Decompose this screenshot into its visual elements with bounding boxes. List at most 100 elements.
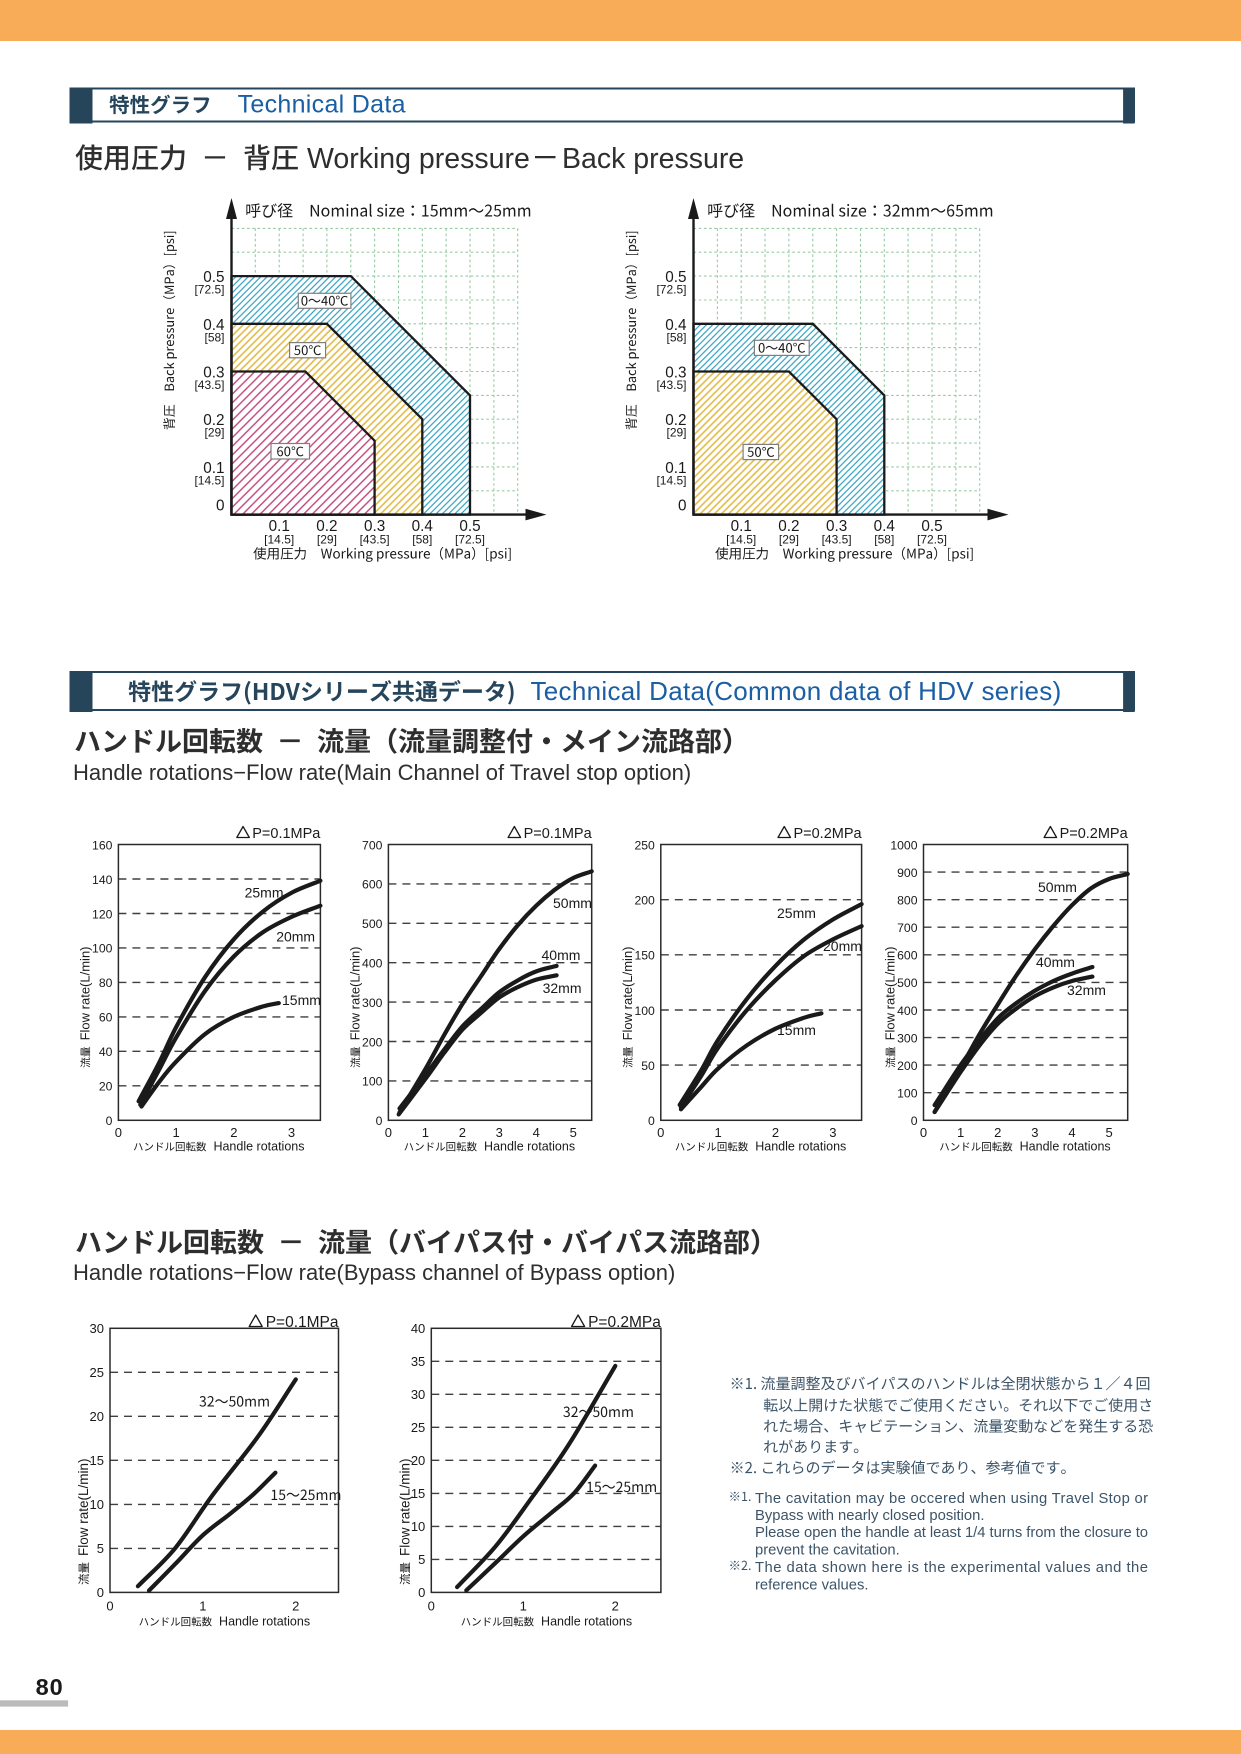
svg-text:[43.5]: [43.5]: [360, 533, 390, 547]
svg-text:2: 2: [292, 1599, 299, 1614]
svg-text:100: 100: [92, 942, 113, 956]
svg-text:0.3: 0.3: [364, 518, 385, 535]
svg-text:250: 250: [634, 838, 655, 852]
svg-text:Handle rotations: Handle rotations: [755, 1140, 846, 1154]
svg-text:Please open the handle at leas: Please open the handle at least 1/4 turn…: [755, 1525, 1148, 1541]
svg-text:Handle rotations: Handle rotations: [484, 1140, 575, 1154]
svg-text:100: 100: [362, 1075, 383, 1089]
svg-text:0.1: 0.1: [731, 518, 752, 535]
svg-text:1: 1: [172, 1125, 179, 1140]
svg-text:0.5: 0.5: [459, 518, 480, 535]
svg-text:Flow rate(L/min): Flow rate(L/min): [76, 1458, 91, 1556]
svg-text:[72.5]: [72.5]: [455, 533, 485, 547]
svg-text:200: 200: [897, 1059, 918, 1073]
svg-text:15mm: 15mm: [777, 1022, 816, 1038]
svg-text:40: 40: [411, 1321, 425, 1336]
svg-text:0: 0: [385, 1125, 392, 1140]
svg-text:reference values.: reference values.: [755, 1577, 869, 1593]
svg-text:500: 500: [897, 976, 918, 990]
svg-text:30: 30: [411, 1387, 425, 1402]
svg-text:300: 300: [897, 1031, 918, 1045]
svg-text:[29]: [29]: [204, 426, 224, 440]
svg-text:Handle rotations: Handle rotations: [213, 1140, 304, 1154]
svg-text:1: 1: [957, 1125, 964, 1140]
svg-text:Flow rate(L/min): Flow rate(L/min): [347, 946, 362, 1040]
svg-text:0.1: 0.1: [203, 460, 224, 477]
svg-text:140: 140: [92, 873, 113, 887]
svg-text:0: 0: [106, 1599, 113, 1614]
svg-text:0: 0: [418, 1585, 425, 1600]
svg-text:[14.5]: [14.5]: [194, 473, 224, 487]
svg-text:10: 10: [90, 1497, 104, 1512]
svg-text:20mm: 20mm: [823, 938, 862, 954]
svg-text:P=0.1MPa: P=0.1MPa: [252, 826, 321, 842]
svg-text:The data shown here is the exp: The data shown here is the experimental …: [755, 1560, 1148, 1576]
svg-text:0.5: 0.5: [203, 269, 224, 286]
svg-text:P=0.2MPa: P=0.2MPa: [1060, 826, 1129, 842]
svg-text:35: 35: [411, 1354, 425, 1369]
svg-text:0.4: 0.4: [665, 317, 687, 334]
svg-text:2: 2: [612, 1599, 619, 1614]
svg-text:0.4: 0.4: [412, 518, 434, 535]
svg-text:0: 0: [216, 498, 225, 515]
svg-text:20: 20: [99, 1080, 113, 1094]
svg-text:The cavitation may be occered: The cavitation may be occered when using…: [755, 1491, 1148, 1507]
svg-text:120: 120: [92, 907, 113, 921]
svg-text:Technical Data: Technical Data: [238, 90, 406, 118]
svg-text:[58]: [58]: [412, 533, 432, 547]
svg-text:900: 900: [897, 866, 918, 880]
svg-text:1: 1: [520, 1599, 527, 1614]
svg-text:[29]: [29]: [779, 533, 799, 547]
svg-text:Bypass with nearly closed posi: Bypass with nearly closed position.: [755, 1508, 984, 1524]
svg-text:Flow rate(L/min): Flow rate(L/min): [883, 946, 898, 1040]
svg-text:0: 0: [115, 1125, 122, 1140]
svg-text:3: 3: [496, 1125, 503, 1140]
svg-text:800: 800: [897, 893, 918, 907]
svg-text:25mm: 25mm: [777, 905, 816, 921]
svg-text:160: 160: [92, 838, 113, 852]
svg-text:0: 0: [428, 1599, 435, 1614]
svg-text:15: 15: [90, 1453, 104, 1468]
svg-text:100: 100: [897, 1087, 918, 1101]
svg-text:80: 80: [99, 976, 113, 990]
svg-text:[43.5]: [43.5]: [194, 378, 224, 392]
svg-text:0.2: 0.2: [316, 518, 337, 535]
svg-text:400: 400: [897, 1004, 918, 1018]
svg-text:0.3: 0.3: [826, 518, 847, 535]
svg-text:300: 300: [362, 996, 383, 1010]
svg-text:0.3: 0.3: [203, 365, 224, 382]
svg-text:0.2: 0.2: [665, 412, 686, 429]
svg-text:Flow rate(L/min): Flow rate(L/min): [397, 1458, 412, 1556]
svg-text:0.4: 0.4: [874, 518, 896, 535]
svg-text:1: 1: [422, 1125, 429, 1140]
svg-text:32mm: 32mm: [1067, 982, 1106, 998]
svg-text:25: 25: [411, 1420, 425, 1435]
svg-text:0: 0: [376, 1114, 383, 1128]
svg-text:2: 2: [772, 1125, 779, 1140]
svg-text:2: 2: [230, 1125, 237, 1140]
svg-text:0: 0: [678, 498, 687, 515]
svg-text:0: 0: [911, 1114, 918, 1128]
svg-text:3: 3: [288, 1125, 295, 1140]
svg-text:Flow rate(L/min): Flow rate(L/min): [620, 946, 635, 1040]
svg-text:30: 30: [90, 1321, 104, 1336]
svg-text:P=0.1MPa: P=0.1MPa: [524, 826, 593, 842]
svg-text:[14.5]: [14.5]: [726, 533, 756, 547]
svg-text:[14.5]: [14.5]: [656, 473, 686, 487]
svg-text:Flow rate(L/min): Flow rate(L/min): [77, 946, 92, 1040]
svg-text:0.1: 0.1: [665, 460, 686, 477]
svg-text:Technical Data(Common data of: Technical Data(Common data of HDV series…: [531, 676, 1062, 706]
svg-text:5: 5: [97, 1541, 104, 1556]
svg-text:0.1: 0.1: [269, 518, 290, 535]
svg-text:Handle rotations−Flow rate(Byp: Handle rotations−Flow rate(Bypass channe…: [73, 1260, 675, 1285]
svg-text:Back pressure: Back pressure: [562, 143, 744, 175]
svg-text:[43.5]: [43.5]: [822, 533, 852, 547]
svg-text:400: 400: [362, 957, 383, 971]
svg-text:4: 4: [1068, 1125, 1075, 1140]
svg-text:3: 3: [1031, 1125, 1038, 1140]
svg-text:40mm: 40mm: [1036, 954, 1075, 970]
svg-text:[43.5]: [43.5]: [656, 378, 686, 392]
svg-text:5: 5: [570, 1125, 577, 1140]
svg-text:80: 80: [36, 1674, 64, 1700]
svg-text:20mm: 20mm: [276, 929, 315, 945]
